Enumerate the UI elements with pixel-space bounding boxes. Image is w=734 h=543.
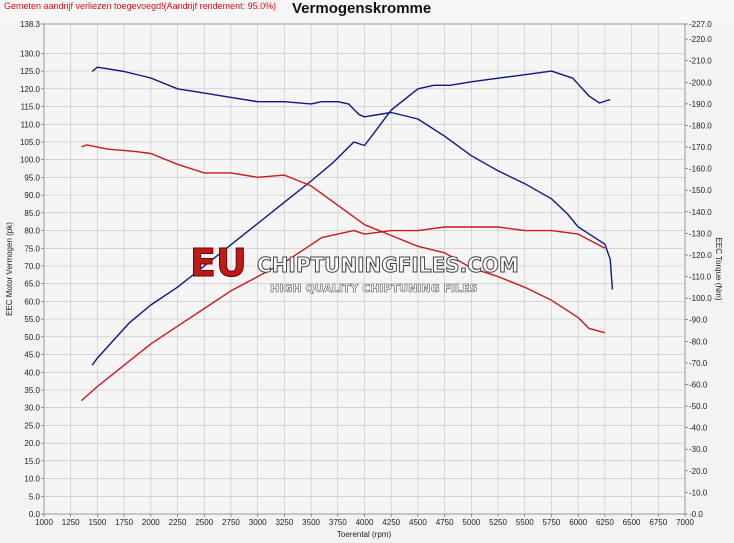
chart-title: Vermogenskromme bbox=[292, 0, 432, 17]
watermark-brand: EU bbox=[190, 241, 247, 285]
y2-tick-label: -50.0 bbox=[689, 402, 708, 411]
y-axis-ticks: 0.0 5.0 10.0 15.0 20.0 25.0 30.0 35.0 40.0 45.0 50… bbox=[20, 20, 44, 519]
x-tick-label: 3500 bbox=[302, 518, 320, 527]
x-tick-label: 5000 bbox=[462, 518, 480, 527]
drivetrain-loss-warning: Gemeten aandrijf verliezen toegevoegd!(A… bbox=[4, 1, 277, 11]
y-tick-label: 50.0 bbox=[24, 333, 40, 342]
y2-tick-label: -40.0 bbox=[689, 424, 708, 433]
y2-tick-label: -227.0 bbox=[689, 20, 712, 29]
y2-tick-label: -190.0 bbox=[689, 100, 712, 109]
y-tick-label: 5.0 bbox=[29, 492, 41, 501]
x-axis-label: Toerental (rpm) bbox=[337, 530, 392, 539]
x-tick-label: 1250 bbox=[62, 518, 80, 527]
y2-tick-label: -110.0 bbox=[689, 273, 712, 282]
x-tick-label: 2750 bbox=[222, 518, 240, 527]
x-tick-label: 6250 bbox=[596, 518, 614, 527]
y2-axis-ticks: -0.0 -10.0 -20.0 -30.0 -40.0 -50.0 -60.0 -70.0 -… bbox=[685, 20, 712, 519]
watermark-site: CHIPTUNINGFILES.COM bbox=[257, 253, 519, 277]
y-tick-label: 30.0 bbox=[24, 404, 40, 413]
x-tick-label: 3000 bbox=[249, 518, 267, 527]
y-tick-label: 40.0 bbox=[24, 368, 40, 377]
y-tick-label: 35.0 bbox=[24, 386, 40, 395]
y2-tick-label: -100.0 bbox=[689, 294, 712, 303]
x-axis-ticks: 1000 1250 1500 1750 2000 2250 2500 2750 3000 3250… bbox=[35, 514, 694, 527]
y-tick-label: 120.0 bbox=[20, 85, 41, 94]
y-tick-label: 45.0 bbox=[24, 351, 40, 360]
y-tick-label: 0.0 bbox=[29, 510, 41, 519]
watermark: EU CHIPTUNINGFILES.COM HIGH QUALITY CHIP… bbox=[190, 241, 520, 296]
grid-lines bbox=[44, 24, 685, 514]
y-tick-label: 138.3 bbox=[20, 20, 41, 29]
stock-torque-line bbox=[81, 144, 606, 334]
y-tick-label: 10.0 bbox=[24, 475, 40, 484]
y-tick-label: 15.0 bbox=[24, 457, 40, 466]
y-tick-label: 20.0 bbox=[24, 439, 40, 448]
y2-tick-label: -140.0 bbox=[689, 208, 712, 217]
x-tick-label: 4250 bbox=[382, 518, 400, 527]
y2-tick-label: -120.0 bbox=[689, 251, 712, 260]
y2-tick-label: -210.0 bbox=[689, 57, 712, 66]
y2-tick-label: -200.0 bbox=[689, 78, 712, 87]
x-tick-label: 6000 bbox=[569, 518, 587, 527]
y-tick-label: 95.0 bbox=[24, 173, 40, 182]
x-tick-label: 1750 bbox=[115, 518, 133, 527]
y2-tick-label: -70.0 bbox=[689, 359, 708, 368]
y-tick-label: 25.0 bbox=[24, 421, 40, 430]
x-tick-label: 3250 bbox=[275, 518, 293, 527]
y2-tick-label: -10.0 bbox=[689, 488, 708, 497]
header-bar bbox=[0, 0, 734, 22]
x-tick-label: 5250 bbox=[489, 518, 507, 527]
x-tick-label: 7000 bbox=[676, 518, 694, 527]
x-tick-label: 5500 bbox=[516, 518, 534, 527]
y2-tick-label: -80.0 bbox=[689, 337, 708, 346]
y-tick-label: 65.0 bbox=[24, 280, 40, 289]
y-tick-label: 85.0 bbox=[24, 209, 40, 218]
y2-tick-label: -60.0 bbox=[689, 380, 708, 389]
x-tick-label: 6750 bbox=[649, 518, 667, 527]
y-tick-label: 105.0 bbox=[20, 138, 41, 147]
x-tick-label: 6500 bbox=[623, 518, 641, 527]
x-tick-label: 2000 bbox=[142, 518, 160, 527]
watermark-tagline: HIGH QUALITY CHIPTUNING FILES bbox=[270, 282, 478, 295]
y-tick-label: 100.0 bbox=[20, 156, 41, 165]
y2-tick-label: -0.0 bbox=[689, 510, 703, 519]
y-tick-label: 90.0 bbox=[24, 191, 40, 200]
y-tick-label: 80.0 bbox=[24, 227, 40, 236]
y-tick-label: 115.0 bbox=[21, 103, 41, 112]
x-tick-label: 2500 bbox=[195, 518, 213, 527]
y2-tick-label: -90.0 bbox=[689, 316, 708, 325]
x-tick-label: 1000 bbox=[35, 518, 53, 527]
series-lines bbox=[80, 66, 614, 402]
x-tick-label: 1500 bbox=[89, 518, 107, 527]
x-tick-label: 4000 bbox=[356, 518, 374, 527]
y2-axis-label: EEC Torque (Nm) bbox=[714, 238, 723, 301]
stock-power-line bbox=[80, 226, 606, 402]
tuned-power-line bbox=[91, 70, 611, 366]
y2-tick-label: -20.0 bbox=[689, 467, 708, 476]
x-tick-label: 2250 bbox=[169, 518, 187, 527]
x-tick-label: 3750 bbox=[329, 518, 347, 527]
y-tick-label: 70.0 bbox=[24, 262, 40, 271]
y2-tick-label: -160.0 bbox=[689, 165, 712, 174]
x-tick-label: 5750 bbox=[543, 518, 561, 527]
y2-tick-label: -180.0 bbox=[689, 121, 712, 130]
y-tick-label: 130.0 bbox=[20, 49, 41, 58]
y-axis-label: EEC Motor Vermogen (pk) bbox=[5, 222, 14, 316]
y-tick-label: 55.0 bbox=[24, 315, 40, 324]
y-tick-label: 75.0 bbox=[24, 244, 40, 253]
y2-tick-label: -170.0 bbox=[689, 143, 712, 152]
y2-tick-label: -130.0 bbox=[689, 229, 712, 238]
y2-tick-label: -150.0 bbox=[689, 186, 712, 195]
x-tick-label: 4750 bbox=[436, 518, 454, 527]
tuned-torque-line bbox=[91, 66, 614, 290]
y-tick-label: 125.0 bbox=[20, 67, 41, 76]
x-tick-label: 4500 bbox=[409, 518, 427, 527]
y-tick-label: 110.0 bbox=[21, 120, 41, 129]
y-tick-label: 60.0 bbox=[24, 297, 40, 306]
y2-tick-label: -220.0 bbox=[689, 35, 712, 44]
y2-tick-label: -30.0 bbox=[689, 445, 708, 454]
